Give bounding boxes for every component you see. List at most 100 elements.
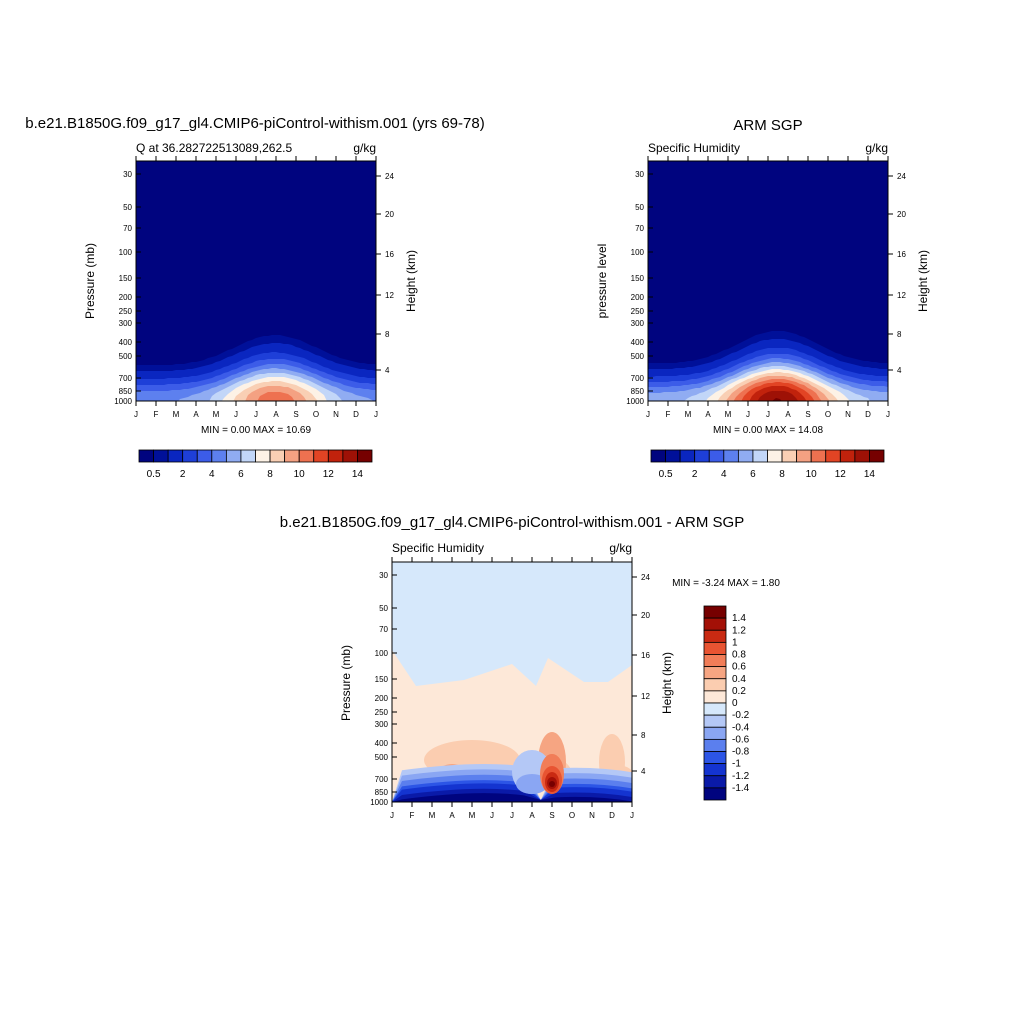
colorbar-box [781, 449, 798, 463]
colorbar-box [703, 775, 727, 789]
y-right-tick-label: 16 [641, 651, 650, 660]
x-tick-label: M [213, 410, 220, 419]
colorbar-box [269, 449, 286, 463]
colorbar-label: 4 [721, 469, 727, 480]
y-tick-label: 50 [123, 203, 132, 212]
y-tick-label: 100 [119, 248, 133, 257]
colorbar-box [854, 449, 870, 463]
y-right-tick-label: 4 [641, 767, 646, 776]
y-right-tick-label: 12 [385, 291, 394, 300]
obs-panel-minmax: MIN = 0.00 MAX = 14.08 [713, 425, 823, 436]
colorbar-box [298, 449, 315, 463]
colorbar-label: -0.4 [732, 722, 750, 733]
x-tick-label: F [666, 410, 671, 419]
x-tick-label: F [154, 410, 159, 419]
colorbar-box [703, 605, 727, 619]
colorbar-box [737, 449, 754, 463]
x-tick-label: F [410, 811, 415, 820]
y-tick-label: 850 [631, 387, 645, 396]
colorbar-box [767, 449, 783, 463]
obs-panel-title: ARM SGP [733, 117, 802, 134]
y-tick-label: 400 [375, 739, 389, 748]
y-tick-label: 700 [631, 374, 645, 383]
difference-panel-left-string: Specific Humidity [392, 541, 484, 555]
y-right-tick-label: 4 [897, 366, 902, 375]
x-tick-label: J [766, 410, 770, 419]
y-tick-label: 300 [375, 720, 389, 729]
model-panel-left-string: Q at 36.282722513089,262.5 [136, 141, 292, 155]
y-tick-label: 700 [119, 374, 133, 383]
colorbar-label: 2 [180, 469, 186, 480]
model-panel-minmax: MIN = 0.00 MAX = 10.69 [201, 425, 311, 436]
y-tick-label: 850 [119, 387, 133, 396]
colorbar-label: 8 [267, 469, 273, 480]
colorbar-label: 0.6 [732, 662, 746, 673]
y-tick-label: 200 [375, 694, 389, 703]
x-tick-label: D [353, 410, 359, 419]
colorbar-label: -1 [732, 759, 741, 770]
y-tick-label: 50 [635, 203, 644, 212]
colorbar-label: 0.8 [732, 650, 746, 661]
colorbar-label: 6 [750, 469, 756, 480]
x-tick-label: A [193, 410, 199, 419]
y-tick-label: 500 [119, 352, 133, 361]
y-tick-label: 150 [631, 274, 645, 283]
y-right-tick-label: 8 [385, 330, 390, 339]
x-tick-label: N [333, 410, 339, 419]
colorbar-box [138, 449, 154, 463]
y-tick-label: 500 [375, 753, 389, 762]
y-tick-label: 250 [119, 307, 133, 316]
colorbar-box [752, 449, 768, 463]
model-colorbar: 0.5 2 4 6 8 10 12 14 [138, 449, 373, 480]
x-tick-label: S [293, 410, 298, 419]
x-tick-label: S [805, 410, 810, 419]
model-panel-title: b.e21.B1850G.f09_g17_gl4.CMIP6-piControl… [25, 115, 484, 132]
y-tick-label: 300 [631, 319, 645, 328]
colorbar-box [796, 449, 812, 463]
difference-panel-units: g/kg [609, 541, 632, 555]
y-tick-label: 70 [635, 224, 644, 233]
colorbar-box [703, 751, 727, 765]
y-tick-label: 100 [375, 649, 389, 658]
colorbar-box [703, 702, 727, 716]
colorbar-box [703, 787, 727, 801]
colorbar-box [703, 617, 727, 631]
y-tick-label: 1000 [370, 798, 388, 807]
colorbar-label: 10 [806, 469, 818, 480]
colorbar-box [284, 449, 300, 463]
x-tick-label: J [886, 410, 890, 419]
x-tick-label: J [646, 410, 650, 419]
difference-panel-ylabel: Pressure (mb) [339, 645, 353, 721]
colorbar-label: 1.2 [732, 625, 746, 636]
colorbar-label: 4 [209, 469, 215, 480]
y-right-tick-label: 4 [385, 366, 390, 375]
model-panel-ylabel: Pressure (mb) [83, 243, 97, 319]
colorbar-label: -1.2 [732, 771, 750, 782]
x-tick-label: M [469, 811, 476, 820]
colorbar-label: 0.5 [659, 469, 673, 480]
y-tick-label: 700 [375, 775, 389, 784]
y-right-tick-label: 24 [897, 172, 906, 181]
colorbar-box [665, 449, 681, 463]
x-tick-label: M [725, 410, 732, 419]
difference-panel: b.e21.B1850G.f09_g17_gl4.CMIP6-piControl… [280, 514, 781, 820]
y-tick-label: 1000 [114, 397, 132, 406]
colorbar-label: 12 [323, 469, 335, 480]
x-tick-label: S [549, 811, 554, 820]
colorbar-box [703, 714, 727, 728]
obs-panel-ylabel: pressure level [595, 244, 609, 319]
colorbar-box [703, 629, 727, 643]
y-tick-label: 500 [631, 352, 645, 361]
colorbar-box [313, 449, 329, 463]
colorbar-label: 1.4 [732, 613, 746, 624]
colorbar-box [810, 449, 827, 463]
colorbar-box [703, 641, 727, 655]
difference-panel-ylabel-right: Height (km) [660, 652, 674, 714]
x-tick-label: A [529, 811, 535, 820]
colorbar-box [196, 449, 213, 463]
colorbar-box [703, 654, 727, 668]
y-tick-label: 200 [119, 293, 133, 302]
